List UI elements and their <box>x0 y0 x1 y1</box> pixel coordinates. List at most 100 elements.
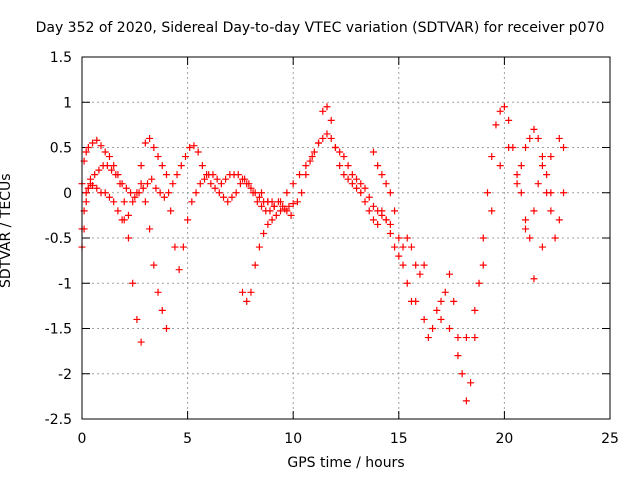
series-arc-a <box>78 136 295 219</box>
data-point <box>315 139 323 147</box>
data-point <box>407 243 415 251</box>
data-point <box>424 334 432 342</box>
data-point <box>462 334 470 342</box>
data-point <box>530 125 538 133</box>
data-point <box>471 334 479 342</box>
data-point <box>361 184 369 192</box>
data-point <box>340 171 348 179</box>
data-point <box>184 216 192 224</box>
data-point <box>323 130 331 138</box>
data-point <box>253 198 261 206</box>
data-point <box>441 288 449 296</box>
data-point <box>420 261 428 269</box>
x-tick-label: 20 <box>495 431 513 447</box>
plot-frame <box>81 56 611 420</box>
data-point <box>517 189 525 197</box>
data-point <box>116 180 124 188</box>
data-point <box>369 216 377 224</box>
data-point <box>152 184 160 192</box>
data-point <box>148 175 156 183</box>
y-tick-label: -2.5 <box>45 412 72 428</box>
data-point <box>137 180 145 188</box>
data-point <box>353 184 361 192</box>
data-point <box>454 352 462 360</box>
data-point <box>143 180 151 188</box>
data-point <box>127 189 135 197</box>
data-point <box>538 243 546 251</box>
x-tick-label: 5 <box>183 431 192 447</box>
data-point <box>146 134 154 142</box>
data-point <box>420 315 428 323</box>
data-point <box>365 193 373 201</box>
series-arc-h <box>420 103 568 405</box>
data-point <box>207 180 215 188</box>
data-point <box>534 134 542 142</box>
data-point <box>243 180 251 188</box>
data-point <box>169 180 177 188</box>
data-point <box>479 234 487 242</box>
data-point <box>429 325 437 332</box>
x-axis-label: GPS time / hours <box>287 455 405 471</box>
data-point <box>357 180 365 188</box>
data-point <box>264 220 272 228</box>
data-point <box>522 225 530 233</box>
data-point <box>270 202 278 210</box>
data-point <box>296 171 304 179</box>
data-point <box>560 189 568 197</box>
data-point <box>258 202 266 210</box>
y-tick-label: 0.5 <box>50 141 72 157</box>
data-point <box>382 216 390 224</box>
series-arc-d <box>137 134 276 274</box>
data-point <box>181 153 189 161</box>
data-point <box>129 279 137 287</box>
data-point <box>120 216 128 224</box>
data-point <box>433 306 441 314</box>
data-point <box>386 189 394 197</box>
data-point <box>382 180 390 188</box>
data-point <box>319 107 327 115</box>
data-point <box>89 139 97 147</box>
data-point <box>289 200 297 208</box>
data-point <box>462 397 470 405</box>
data-point <box>277 198 285 206</box>
data-point <box>224 198 232 206</box>
data-point <box>215 189 223 197</box>
data-point <box>369 202 377 210</box>
data-point <box>437 315 445 323</box>
data-point <box>530 275 538 283</box>
data-point <box>239 175 247 183</box>
data-point <box>319 134 327 142</box>
data-point <box>348 171 356 179</box>
data-point <box>82 189 90 197</box>
data-point <box>302 162 310 170</box>
data-point <box>331 144 339 151</box>
data-point <box>488 153 496 161</box>
data-point <box>560 144 568 151</box>
data-point <box>530 207 538 215</box>
data-point <box>133 315 141 323</box>
data-point <box>458 370 466 378</box>
data-point <box>141 139 149 147</box>
data-point <box>124 234 132 242</box>
data-point <box>234 171 242 179</box>
data-point <box>190 142 198 150</box>
data-point <box>101 148 109 156</box>
data-point <box>534 180 542 188</box>
data-point <box>239 288 247 296</box>
data-point <box>538 153 546 161</box>
data-point <box>378 207 386 215</box>
data-point <box>93 136 101 144</box>
data-point <box>105 153 113 161</box>
data-point <box>264 198 272 206</box>
data-point <box>399 261 407 269</box>
data-point <box>467 379 475 387</box>
y-tick-label: 1.5 <box>50 50 72 66</box>
chart-title: Day 352 of 2020, Sidereal Day-to-day VTE… <box>35 20 605 36</box>
data-point <box>308 153 316 161</box>
data-point <box>82 148 90 156</box>
series-arc-c <box>78 180 170 332</box>
y-tick-label: -2 <box>58 367 72 383</box>
data-point <box>255 193 263 201</box>
data-point <box>445 325 453 332</box>
